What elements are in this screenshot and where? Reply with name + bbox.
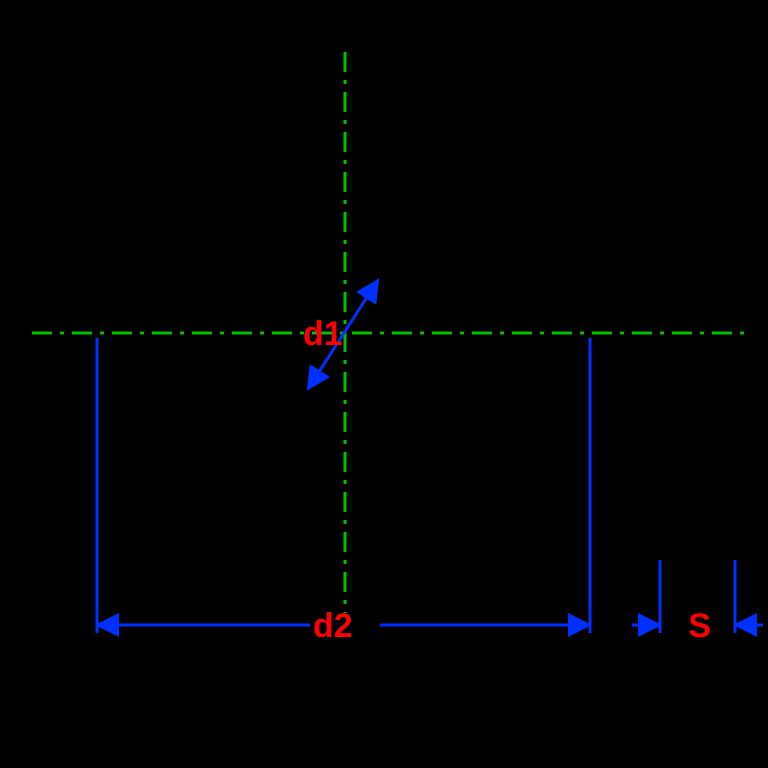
s-dimension: S [632, 560, 763, 645]
d1-label: d1 [303, 315, 343, 353]
engineering-diagram: d2 S d1 [0, 0, 768, 768]
s-label: S [688, 607, 711, 645]
d2-label: d2 [313, 607, 353, 645]
